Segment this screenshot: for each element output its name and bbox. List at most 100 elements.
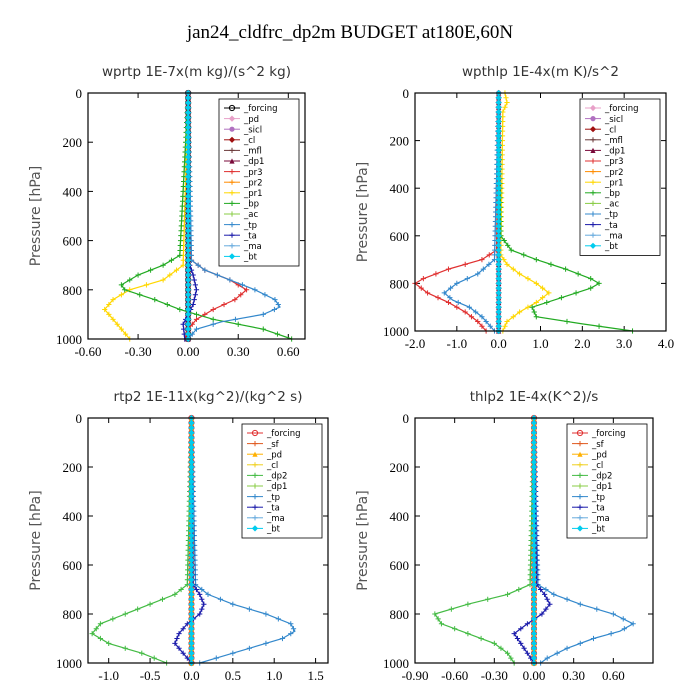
data-point xyxy=(495,266,502,273)
data-point xyxy=(185,129,192,136)
data-point xyxy=(433,271,439,277)
data-point xyxy=(530,610,538,618)
data-point xyxy=(188,478,195,485)
data-point xyxy=(188,635,195,642)
legend-label: _pr3 xyxy=(243,168,263,178)
y-tick-label: 600 xyxy=(63,558,83,573)
data-point xyxy=(495,308,502,316)
data-point xyxy=(495,99,502,106)
data-point xyxy=(495,251,502,258)
legend-label: _cl xyxy=(243,136,255,146)
data-point xyxy=(185,217,192,225)
data-point xyxy=(180,262,186,268)
data-point xyxy=(232,297,238,303)
legend-label: _dp1 xyxy=(243,157,264,167)
data-point xyxy=(197,591,203,597)
data-point xyxy=(504,99,510,106)
data-point xyxy=(530,630,538,637)
data-point xyxy=(185,207,192,215)
data-point xyxy=(530,615,538,622)
data-point xyxy=(102,306,108,313)
legend-label: _sf xyxy=(266,440,280,450)
legend-marker xyxy=(590,211,596,217)
data-point xyxy=(178,228,184,234)
data-point xyxy=(495,123,502,130)
x-tick-label: -0.30 xyxy=(125,344,152,359)
legend-marker xyxy=(590,200,596,206)
data-point xyxy=(147,601,153,607)
legend-marker xyxy=(252,504,258,510)
legend-marker xyxy=(229,126,235,132)
data-point xyxy=(180,650,186,656)
data-point xyxy=(530,424,538,431)
data-point xyxy=(530,454,538,461)
legend-marker xyxy=(576,429,584,437)
x-tick-label: -1.0 xyxy=(98,668,119,683)
data-point xyxy=(530,449,538,456)
data-point xyxy=(188,610,195,618)
data-point xyxy=(188,606,195,613)
data-point xyxy=(230,650,236,656)
plot-frame xyxy=(87,417,329,664)
data-point xyxy=(530,606,538,613)
data-point xyxy=(188,630,195,637)
x-tick-label: 2.0 xyxy=(574,336,590,351)
legend-marker xyxy=(229,232,235,238)
legend-label: _pr2 xyxy=(604,168,624,178)
data-point xyxy=(495,208,502,216)
data-point xyxy=(188,517,195,524)
data-point xyxy=(288,621,294,627)
data-point xyxy=(495,242,502,249)
x-tick-label: 1.5 xyxy=(307,668,323,683)
data-point xyxy=(530,561,538,569)
data-point xyxy=(246,645,252,651)
data-point xyxy=(501,237,507,244)
data-point xyxy=(473,309,479,315)
data-point xyxy=(495,318,502,325)
legend-label: _pr1 xyxy=(243,189,263,199)
data-point xyxy=(180,626,186,632)
data-point xyxy=(590,635,597,642)
y-tick-label: 800 xyxy=(63,283,83,298)
data-point xyxy=(185,139,192,146)
data-point xyxy=(172,640,178,646)
data-point xyxy=(530,493,538,500)
data-point xyxy=(596,280,602,286)
data-point xyxy=(504,318,510,325)
panel-title: wprtp 1E-7x(m kg)/(s^2 kg) xyxy=(102,64,291,80)
data-point xyxy=(192,282,198,288)
data-point xyxy=(188,498,195,505)
data-point xyxy=(530,419,538,426)
data-point xyxy=(167,272,173,278)
panel-title: rtp2 1E-11x(kg^2)/(kg^2 s) xyxy=(114,389,303,405)
data-point xyxy=(468,314,475,320)
data-point xyxy=(466,304,472,310)
legend-marker xyxy=(229,222,235,228)
data-point xyxy=(544,596,550,602)
data-point xyxy=(188,512,195,520)
data-point xyxy=(435,295,441,301)
legend-label: _ta xyxy=(591,503,605,513)
legend-label: _cl xyxy=(266,461,278,471)
data-point xyxy=(185,144,192,151)
legend-label: _bt xyxy=(591,525,606,535)
data-point xyxy=(452,626,458,632)
legend-marker xyxy=(228,253,236,260)
data-point xyxy=(533,299,539,306)
data-point xyxy=(190,272,196,278)
data-point xyxy=(114,321,120,327)
data-point xyxy=(495,289,502,297)
data-point xyxy=(508,247,514,253)
legend-label: _pd xyxy=(266,450,282,460)
data-point xyxy=(486,261,492,267)
data-point xyxy=(185,114,192,121)
legend-marker xyxy=(590,190,596,196)
data-point xyxy=(180,321,186,327)
data-point xyxy=(479,257,485,263)
data-point xyxy=(118,292,124,298)
data-point xyxy=(179,208,185,214)
data-point xyxy=(188,473,195,480)
data-point xyxy=(188,625,195,632)
data-point xyxy=(539,611,545,617)
data-point xyxy=(205,591,211,597)
